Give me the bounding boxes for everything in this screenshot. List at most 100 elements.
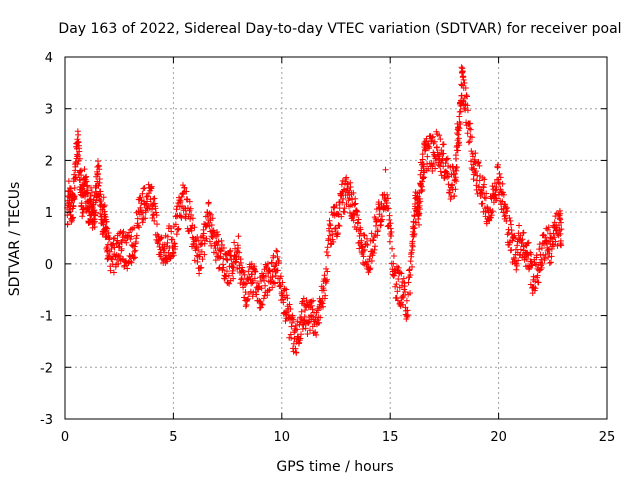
data-point — [151, 217, 158, 224]
data-point — [324, 276, 331, 283]
data-point — [320, 287, 327, 294]
data-point — [225, 272, 232, 279]
data-point — [260, 295, 267, 302]
data-point — [327, 222, 334, 229]
data-point — [419, 151, 426, 158]
data-point — [266, 287, 273, 294]
data-point — [406, 267, 413, 274]
data-point — [336, 222, 343, 229]
data-point — [411, 213, 418, 220]
data-point — [290, 316, 297, 323]
data-point — [390, 272, 397, 279]
data-point — [258, 278, 265, 285]
data-point — [407, 258, 414, 265]
data-point — [128, 233, 135, 240]
data-point — [267, 267, 274, 274]
data-point — [346, 209, 353, 216]
data-point — [374, 227, 381, 234]
data-point — [395, 276, 402, 283]
data-point — [515, 257, 522, 264]
data-point — [235, 233, 242, 240]
data-point — [457, 120, 464, 127]
data-point — [535, 279, 542, 286]
data-point — [249, 293, 256, 300]
data-point — [448, 193, 455, 200]
data-point — [479, 191, 486, 198]
data-point — [558, 242, 565, 249]
data-point — [227, 247, 234, 254]
data-point — [411, 224, 418, 231]
data-point — [387, 225, 394, 232]
data-point — [377, 222, 384, 229]
data-point — [299, 325, 306, 332]
data-point — [449, 163, 456, 170]
data-point — [293, 326, 300, 333]
data-point — [296, 339, 303, 346]
y-tick-label: -2 — [40, 361, 53, 376]
data-point — [277, 273, 284, 280]
data-point — [254, 280, 261, 287]
data-point — [292, 345, 299, 352]
data-point — [224, 257, 231, 264]
data-point — [456, 125, 463, 132]
data-point — [153, 221, 160, 228]
data-point — [460, 76, 467, 83]
data-point — [347, 183, 354, 190]
data-point — [481, 176, 488, 183]
data-point — [103, 225, 110, 232]
data-point — [420, 174, 427, 181]
data-point — [170, 252, 177, 259]
data-point — [74, 160, 81, 167]
data-point — [545, 246, 552, 253]
y-tick-label: -3 — [40, 413, 53, 428]
data-point — [97, 197, 104, 204]
data-point — [534, 272, 541, 279]
data-point — [350, 210, 357, 217]
data-point — [335, 222, 342, 229]
data-point — [387, 220, 394, 227]
data-point — [252, 268, 259, 275]
data-point — [464, 107, 471, 114]
data-point — [96, 166, 103, 173]
data-point — [76, 155, 83, 162]
data-point — [466, 138, 473, 145]
data-point — [370, 237, 377, 244]
data-point — [429, 134, 436, 141]
data-point — [206, 238, 213, 245]
data-point — [382, 166, 389, 173]
data-point — [394, 288, 401, 295]
data-point — [456, 142, 463, 149]
data-point — [241, 281, 248, 288]
data-point — [118, 245, 125, 252]
data-point — [323, 265, 330, 272]
data-point — [120, 228, 127, 235]
data-point — [142, 215, 149, 222]
data-point — [440, 150, 447, 157]
data-point — [229, 267, 236, 274]
data-point — [280, 299, 287, 306]
data-point — [75, 152, 82, 159]
data-point — [151, 195, 158, 202]
data-point — [125, 259, 132, 266]
data-point — [321, 272, 328, 279]
data-point — [392, 283, 399, 290]
data-point — [244, 297, 251, 304]
data-point — [443, 156, 450, 163]
data-point — [400, 275, 407, 282]
data-point — [189, 215, 196, 222]
data-point — [107, 267, 114, 274]
data-point — [70, 214, 77, 221]
data-point — [337, 192, 344, 199]
data-point — [497, 174, 504, 181]
data-point — [532, 278, 539, 285]
data-point — [398, 270, 405, 277]
data-point — [168, 228, 175, 235]
x-tick-label: 0 — [61, 430, 69, 445]
data-point — [552, 238, 559, 245]
data-point — [276, 257, 283, 264]
data-point — [527, 281, 534, 288]
data-point — [109, 261, 116, 268]
axis-ticks: 0 5 10 15 20 25 -3 -2 -1 0 1 2 3 4 — [40, 51, 615, 445]
data-point — [548, 253, 555, 260]
data-point — [360, 253, 367, 260]
